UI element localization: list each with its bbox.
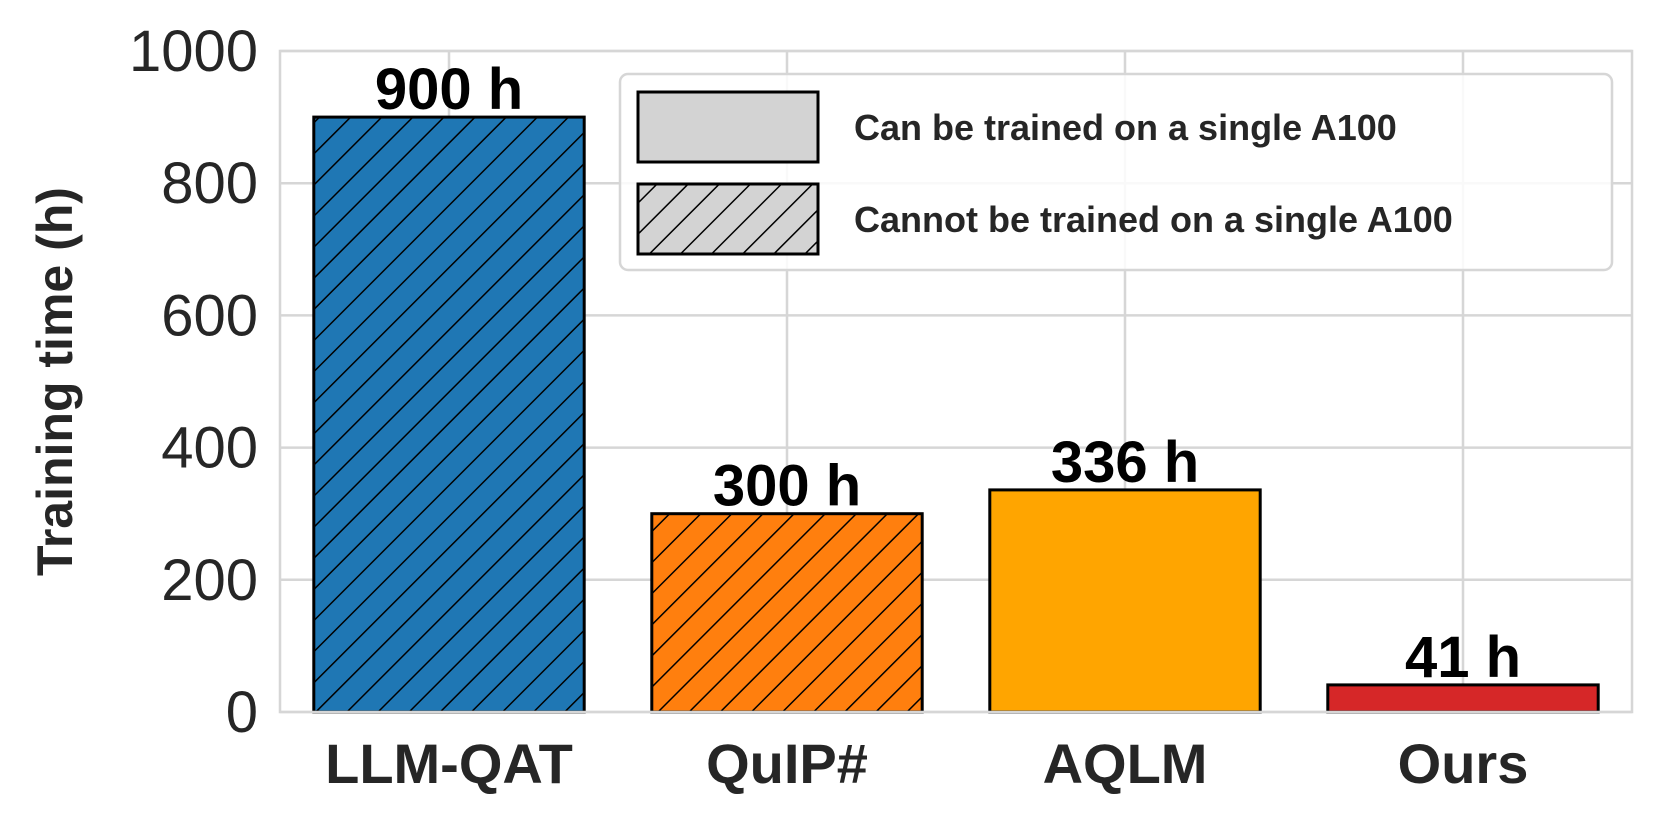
y-tick-label: 400 bbox=[161, 416, 258, 481]
x-tick-label: LLM-QAT bbox=[325, 732, 573, 795]
y-tick-label: 0 bbox=[226, 680, 258, 745]
y-tick-label: 800 bbox=[161, 151, 258, 216]
bar-value-label: 900 h bbox=[375, 57, 523, 122]
y-tick-label: 1000 bbox=[129, 19, 258, 84]
x-tick-label: QuIP# bbox=[706, 732, 868, 795]
bar-value-label: 336 h bbox=[1051, 430, 1199, 495]
x-tick-label: Ours bbox=[1398, 732, 1529, 795]
bar-hatch bbox=[652, 514, 922, 712]
y-tick-label: 200 bbox=[161, 548, 258, 613]
legend-label: Can be trained on a single A100 bbox=[854, 107, 1397, 148]
bar-value-label: 300 h bbox=[713, 454, 861, 519]
y-axis-label: Training time (h) bbox=[27, 187, 83, 576]
y-tick-label: 600 bbox=[161, 283, 258, 348]
legend-swatch bbox=[638, 92, 818, 162]
bar-value-label: 41 h bbox=[1405, 625, 1521, 690]
bar bbox=[990, 490, 1260, 712]
legend: Can be trained on a single A100 Cannot be… bbox=[620, 74, 1612, 270]
legend-swatch-hatch bbox=[638, 184, 818, 254]
x-tick-label: AQLM bbox=[1043, 732, 1208, 795]
bar-hatch bbox=[314, 117, 584, 712]
legend-label: Cannot be trained on a single A100 bbox=[854, 199, 1453, 240]
